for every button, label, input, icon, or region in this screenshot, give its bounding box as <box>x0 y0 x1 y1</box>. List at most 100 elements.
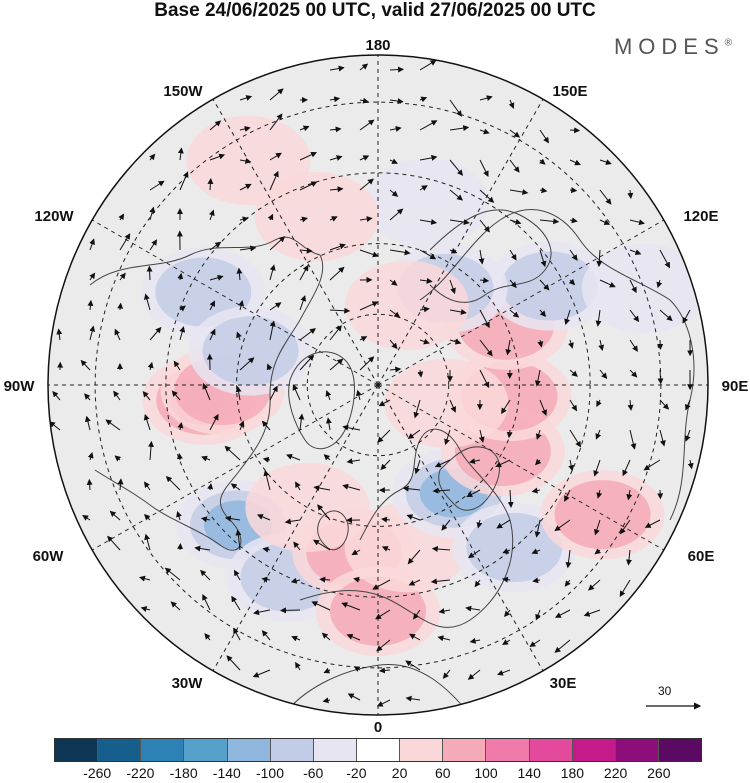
wind-arrow <box>377 429 391 443</box>
wind-arrow <box>200 516 211 523</box>
wind-arrow <box>594 548 602 555</box>
wind-arrow <box>266 363 273 371</box>
wind-arrow <box>209 413 219 431</box>
wind-arrow <box>687 459 694 470</box>
wind-arrow <box>469 637 481 644</box>
wind-arrow <box>269 236 286 251</box>
wind-arrow <box>479 369 490 389</box>
coastline-siberia <box>429 209 552 303</box>
wind-arrow <box>177 147 184 161</box>
wind-arrow <box>325 390 332 401</box>
meridian-label-120e: 120E <box>683 208 718 225</box>
wind-arrow <box>554 639 571 653</box>
wind-arrow <box>56 328 63 341</box>
wind-arrow <box>208 209 215 221</box>
wind-arrow <box>501 399 511 415</box>
wind-arrow <box>117 478 124 491</box>
wind-arrow <box>209 120 222 131</box>
map-title: Base 24/06/2025 00 UTC, valid 27/06/2025… <box>154 0 596 21</box>
wind-arrow <box>569 399 578 412</box>
wind-arrow <box>529 639 541 648</box>
wind-arrow <box>329 155 343 161</box>
wind-arrow <box>502 639 511 646</box>
wind-arrow <box>299 295 307 311</box>
wind-arrow <box>147 361 154 371</box>
wind-arrow <box>177 421 184 431</box>
wind-arrow <box>659 429 666 447</box>
wind-arrow <box>209 241 222 251</box>
wind-arrow <box>236 331 242 341</box>
wind-arrow <box>467 669 481 680</box>
wind-arrow <box>359 155 370 161</box>
wind-arrow <box>432 487 451 494</box>
wind-arrow <box>626 489 633 501</box>
wind-arrow <box>569 159 581 166</box>
wind-arrow <box>659 249 670 269</box>
wind-arrow <box>142 391 151 401</box>
colorbar-swatch <box>529 739 573 761</box>
wind-arrow <box>269 385 278 401</box>
brand-logo: MODES® <box>614 34 732 60</box>
wind-arrow <box>438 608 451 614</box>
wind-arrow <box>298 413 305 431</box>
wind-arrow <box>449 279 456 295</box>
wind-arrow <box>537 339 544 348</box>
wind-arrow <box>449 189 463 201</box>
wind-arrow <box>171 390 181 401</box>
wind-arrow <box>479 95 493 102</box>
map-border <box>47 54 709 716</box>
wind-arrow <box>375 609 391 620</box>
wind-arrow <box>599 369 608 380</box>
wind-arrow <box>176 452 183 461</box>
coastline-north-america <box>89 236 324 551</box>
wind-arrow <box>389 279 398 286</box>
wind-arrow <box>239 95 253 101</box>
wind-arrow <box>293 541 301 551</box>
wind-arrow <box>449 399 457 413</box>
wind-arrow <box>269 88 284 101</box>
wind-arrow <box>359 356 375 371</box>
wind-arrow <box>508 99 515 109</box>
coastline-scandinavia <box>438 446 500 511</box>
colorbar-swatch <box>184 739 228 761</box>
wind-arrow <box>269 302 282 311</box>
wind-arrow <box>378 667 391 674</box>
wind-arrow <box>564 489 571 502</box>
wind-arrow <box>109 510 121 521</box>
wind-arrow <box>569 249 578 261</box>
wind-arrow <box>534 369 541 387</box>
wind-arrow <box>299 354 315 371</box>
wind-arrow <box>202 382 211 401</box>
wind-arrow <box>682 309 691 324</box>
wind-arrow <box>534 519 541 538</box>
anomaly-contour <box>202 316 299 386</box>
wind-arrow <box>359 63 369 71</box>
colorbar-tick-label: 140 <box>517 765 541 781</box>
wind-arrow <box>239 216 249 223</box>
meridian-label-120w: 120W <box>34 208 74 225</box>
wind-arrow <box>176 510 182 521</box>
wind-arrow <box>238 300 244 311</box>
wind-arrow <box>629 249 642 255</box>
colorbar-swatch <box>658 739 702 761</box>
wind-arrow <box>202 594 211 611</box>
wind-arrow <box>329 216 338 222</box>
wind-arrow <box>564 309 571 325</box>
colorbar-swatch <box>270 739 314 761</box>
wind-arrow <box>117 302 124 311</box>
colorbar-ticks: -260 -220 -180 -140 -100 -60 -20 20 60 100 140 180 2… <box>54 765 702 783</box>
wind-arrow <box>284 518 301 525</box>
wind-arrow <box>319 576 331 583</box>
wind-arrow <box>419 96 428 103</box>
wind-arrow <box>144 293 151 311</box>
wind-arrow <box>177 272 184 281</box>
wind-arrow <box>119 233 131 251</box>
colorbar-swatch <box>313 739 357 761</box>
meridian-label-90e: 90E <box>722 378 749 395</box>
wind-arrow <box>627 399 634 411</box>
meridian-label-30e: 30E <box>550 675 577 692</box>
coastline-britain <box>317 510 349 551</box>
colorbar-swatch <box>400 739 444 761</box>
wind-arrow <box>165 475 181 491</box>
